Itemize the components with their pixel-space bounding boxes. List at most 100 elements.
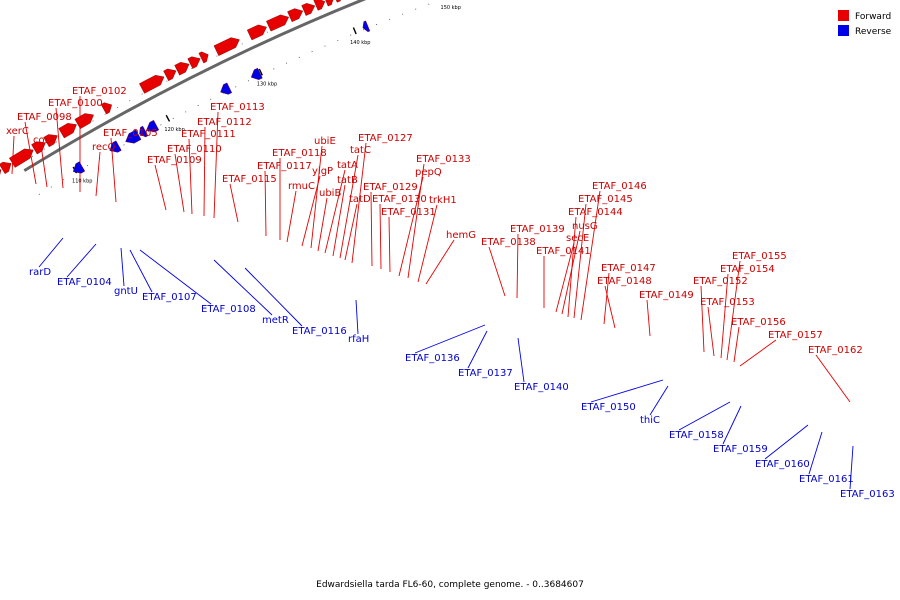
forward-gene-arrow[interactable] <box>324 0 334 7</box>
forward-gene-label[interactable]: ETAF_0109 <box>147 155 202 166</box>
forward-gene-label[interactable]: pepQ <box>415 167 442 178</box>
reverse-gene-label[interactable]: ETAF_0108 <box>201 304 256 315</box>
forward-gene-label[interactable]: tatD <box>349 194 371 205</box>
reverse-gene-label[interactable]: ETAF_0161 <box>799 474 854 485</box>
forward-gene-label[interactable]: yigP <box>312 166 333 177</box>
forward-gene-label[interactable]: ETAF_0138 <box>481 237 536 248</box>
forward-gene-label[interactable]: hemG <box>446 230 476 241</box>
forward-gene-arrow[interactable] <box>0 168 2 179</box>
forward-gene-arrow[interactable] <box>187 56 201 69</box>
reverse-gene-arrow[interactable] <box>109 140 122 153</box>
reverse-gene-arrow[interactable] <box>250 67 263 80</box>
forward-gene-arrow[interactable] <box>301 3 316 16</box>
forward-gene-arrow[interactable] <box>0 161 12 175</box>
forward-gene-label[interactable]: ETAF_0145 <box>578 194 633 205</box>
reverse-gene-label[interactable]: ETAF_0116 <box>292 326 347 337</box>
reverse-gene-label[interactable]: ETAF_0104 <box>57 277 112 288</box>
forward-gene-label[interactable]: ETAF_0148 <box>597 276 652 287</box>
reverse-label-leader <box>66 243 97 278</box>
forward-gene-label[interactable]: ETAF_0098 <box>17 112 72 123</box>
forward-gene-label[interactable]: ETAF_0100 <box>48 98 103 109</box>
reverse-gene-arrow[interactable] <box>220 82 233 95</box>
forward-gene-label[interactable]: ETAF_0115 <box>222 174 277 185</box>
forward-gene-label[interactable]: ETAF_0144 <box>568 207 623 218</box>
forward-gene-label[interactable]: ETAF_0147 <box>601 263 656 274</box>
forward-gene-arrow[interactable] <box>213 37 240 56</box>
forward-gene-label[interactable]: ETAF_0102 <box>72 86 127 97</box>
forward-gene-arrow[interactable] <box>100 102 112 115</box>
forward-gene-label[interactable]: ETAF_0156 <box>731 317 786 328</box>
forward-gene-label[interactable]: ETAF_0118 <box>272 148 327 159</box>
forward-gene-label[interactable]: xerC <box>6 126 29 137</box>
reverse-gene-label[interactable]: metR <box>262 315 289 326</box>
forward-gene-arrow[interactable] <box>174 62 190 76</box>
reverse-gene-label[interactable]: ETAF_0159 <box>713 444 768 455</box>
forward-gene-label[interactable]: tatA <box>337 160 358 171</box>
reverse-gene-label[interactable]: ETAF_0136 <box>405 353 460 364</box>
forward-gene-arrow[interactable] <box>246 24 267 41</box>
forward-gene-label[interactable]: ETAF_0129 <box>363 182 418 193</box>
forward-gene-arrow[interactable] <box>287 8 304 22</box>
forward-gene-arrow[interactable] <box>163 68 177 82</box>
forward-gene-label[interactable]: ETAF_0153 <box>700 297 755 308</box>
forward-gene-label[interactable]: ETAF_0155 <box>732 251 787 262</box>
forward-gene-label[interactable]: tatB <box>337 175 358 186</box>
reverse-gene-label[interactable]: gntU <box>114 286 138 297</box>
forward-gene-label[interactable]: nusG <box>572 221 598 232</box>
forward-gene-arrow[interactable] <box>74 113 94 130</box>
forward-gene-label[interactable]: ETAF_0131 <box>381 207 436 218</box>
forward-gene-label[interactable]: ETAF_0162 <box>808 345 863 356</box>
forward-gene-arrow[interactable] <box>198 51 209 64</box>
forward-gene-label[interactable]: ETAF_0111 <box>181 129 236 140</box>
forward-gene-label[interactable]: ETAF_0141 <box>536 246 591 257</box>
forward-gene-label[interactable]: tatC <box>350 145 371 156</box>
forward-gene-label[interactable]: ETAF_0133 <box>416 154 471 165</box>
reverse-gene-arrow[interactable] <box>362 20 371 33</box>
forward-gene-label[interactable]: rmuC <box>288 181 315 192</box>
reverse-gene-label[interactable]: ETAF_0160 <box>755 459 810 470</box>
reverse-gene-arrow[interactable] <box>125 129 142 144</box>
forward-gene-arrow[interactable] <box>43 134 58 148</box>
forward-gene-arrow[interactable] <box>139 74 165 94</box>
forward-gene-arrow[interactable] <box>58 123 77 139</box>
reverse-gene-label[interactable]: ETAF_0158 <box>669 430 724 441</box>
forward-gene-arrow[interactable] <box>313 0 326 11</box>
tick-label: 150 kbp <box>441 5 461 11</box>
reverse-label-leader <box>764 424 809 460</box>
forward-gene-label[interactable]: ETAF_0113 <box>210 102 265 113</box>
reverse-gene-label[interactable]: rfaH <box>348 334 369 345</box>
reverse-gene-label[interactable]: ETAF_0140 <box>514 382 569 393</box>
forward-gene-label[interactable]: ETAF_0152 <box>693 276 748 287</box>
forward-gene-label[interactable]: ubiB <box>319 188 341 199</box>
reverse-gene-arrow[interactable] <box>72 161 86 174</box>
reverse-gene-label[interactable]: ETAF_0150 <box>581 402 636 413</box>
forward-gene-label[interactable]: ETAF_0112 <box>197 117 252 128</box>
reverse-gene-label[interactable]: rarD <box>29 267 51 278</box>
forward-gene-label[interactable]: trkH1 <box>429 195 457 206</box>
reverse-gene-label[interactable]: thiC <box>640 415 660 426</box>
forward-gene-label[interactable]: ETAF_0154 <box>720 264 775 275</box>
forward-gene-arrow[interactable] <box>333 0 343 3</box>
forward-gene-label[interactable]: corA <box>33 135 56 146</box>
reverse-gene-label[interactable]: ETAF_0163 <box>840 489 895 500</box>
forward-gene-label[interactable]: ETAF_0146 <box>592 181 647 192</box>
forward-gene-label[interactable]: ETAF_0139 <box>510 224 565 235</box>
reverse-gene-label[interactable]: ETAF_0137 <box>458 368 513 379</box>
forward-gene-label[interactable]: ETAF_0117 <box>257 161 312 172</box>
reverse-gene-arrow[interactable] <box>146 119 160 133</box>
forward-gene-arrow[interactable] <box>31 141 46 155</box>
forward-gene-label[interactable]: ETAF_0105 <box>103 128 158 139</box>
forward-gene-label[interactable]: ETAF_0127 <box>358 133 413 144</box>
forward-gene-label[interactable]: ubiE <box>314 136 336 147</box>
forward-gene-arrow[interactable] <box>266 14 290 32</box>
forward-gene-arrow[interactable] <box>9 148 34 168</box>
forward-gene-label[interactable]: secE <box>566 233 589 244</box>
reverse-gene-label[interactable]: ETAF_0107 <box>142 292 197 303</box>
forward-gene-label[interactable]: ETAF_0157 <box>768 330 823 341</box>
forward-gene-label[interactable]: recQ <box>92 142 116 153</box>
forward-gene-label[interactable]: ETAF_0110 <box>167 144 222 155</box>
reverse-gene-arrow[interactable] <box>139 125 149 138</box>
forward-gene-label[interactable]: ETAF_0130 <box>372 194 427 205</box>
forward-gene-label[interactable]: ETAF_0149 <box>639 290 694 301</box>
